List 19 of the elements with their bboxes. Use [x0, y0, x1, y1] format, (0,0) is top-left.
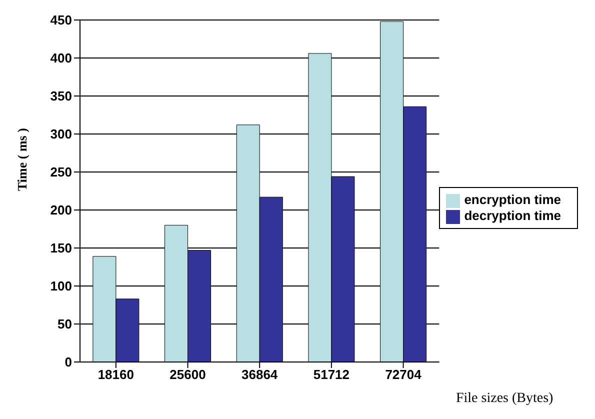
y-tick-label: 100 — [50, 278, 72, 294]
y-tick-label: 450 — [50, 12, 72, 28]
y-tick-label: 400 — [50, 50, 72, 66]
y-tick-label: 250 — [50, 164, 72, 180]
y-tick-label: 350 — [50, 88, 72, 104]
y-axis-title: Time ( ms ) — [14, 128, 30, 191]
y-tick-label: 300 — [50, 126, 72, 142]
x-tick-label: 36864 — [242, 367, 278, 382]
y-tick-label: 150 — [50, 240, 72, 256]
x-tick-label: 25600 — [170, 367, 206, 382]
y-tick-label: 200 — [50, 202, 72, 218]
y-tick-label: 50 — [58, 316, 72, 332]
legend-label: decryption time — [464, 208, 561, 223]
x-tick-label: 18160 — [98, 367, 134, 382]
x-tick-label: 72704 — [385, 367, 422, 382]
y-tick-label: 0 — [64, 354, 72, 370]
x-tick-label: 51712 — [313, 367, 350, 382]
x-axis-title: File sizes (Bytes) — [456, 391, 554, 406]
legend-label: encryption time — [464, 192, 561, 208]
